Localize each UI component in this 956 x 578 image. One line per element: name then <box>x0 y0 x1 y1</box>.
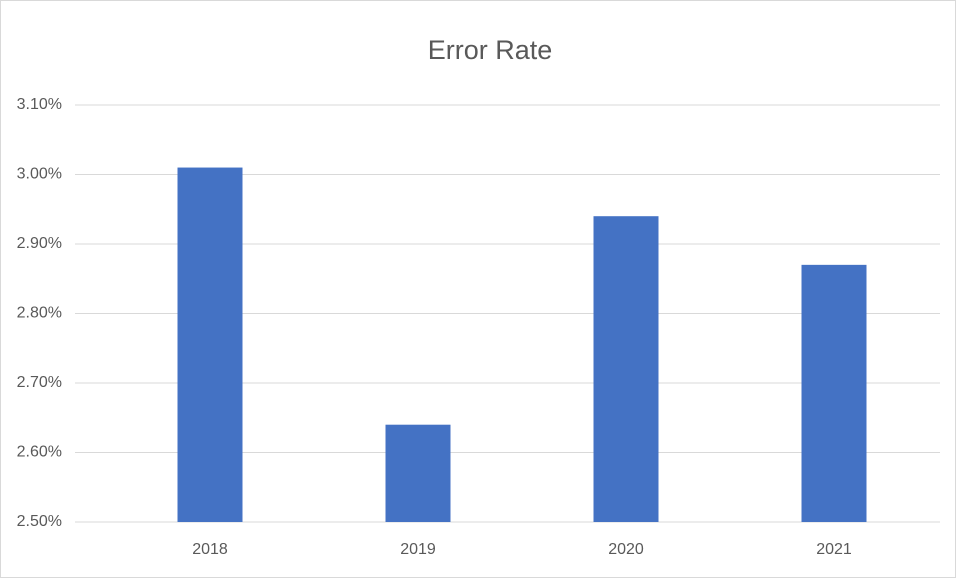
x-tick-label: 2019 <box>400 541 436 558</box>
bar <box>801 264 867 522</box>
y-tick-label: 3.10% <box>17 96 62 113</box>
x-tick-label: 2021 <box>816 541 852 558</box>
bar <box>385 424 451 522</box>
bar <box>177 167 243 523</box>
chart-title: Error Rate <box>428 35 553 65</box>
y-tick-label: 3.00% <box>17 166 62 183</box>
y-tick-label: 2.50% <box>17 513 62 530</box>
bar <box>593 216 659 522</box>
x-tick-label: 2018 <box>192 541 228 558</box>
y-tick-label: 2.90% <box>17 235 62 252</box>
x-tick-label: 2020 <box>608 541 644 558</box>
y-tick-label: 2.80% <box>17 305 62 322</box>
y-tick-label: 2.60% <box>17 444 62 461</box>
y-tick-label: 2.70% <box>17 374 62 391</box>
